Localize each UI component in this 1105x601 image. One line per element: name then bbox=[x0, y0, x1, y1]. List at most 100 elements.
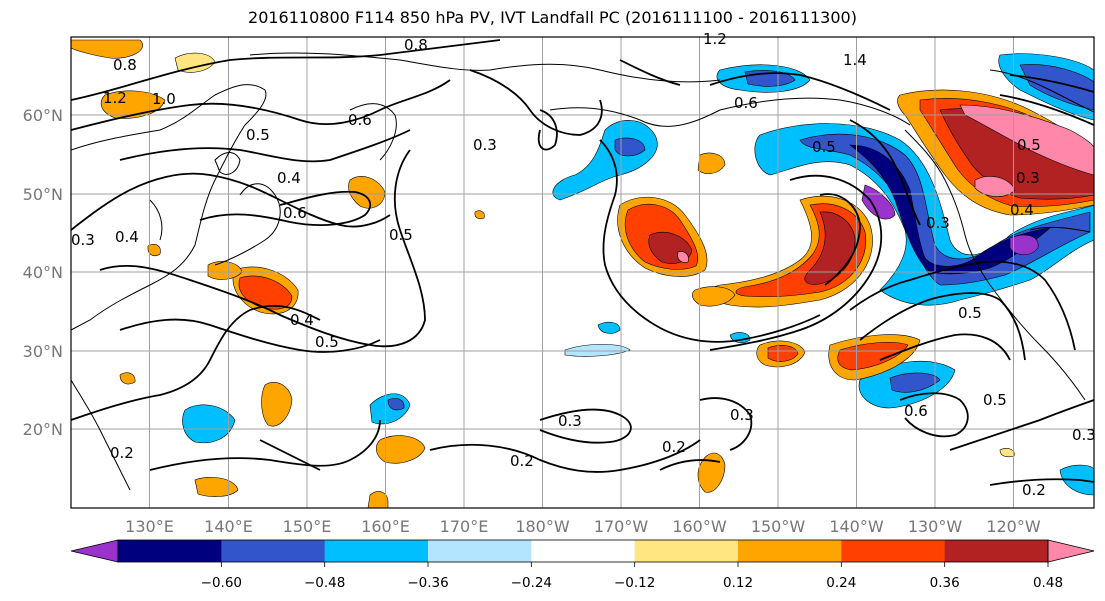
positive-anomaly-region bbox=[376, 435, 426, 464]
colorbar-segment bbox=[738, 540, 842, 562]
colorbar-segment bbox=[324, 540, 429, 562]
contour-label: 0.5 bbox=[1017, 136, 1041, 154]
contour-label: 0.5 bbox=[812, 138, 836, 156]
lat-label: 40°N bbox=[23, 263, 63, 282]
negative-anomaly-region bbox=[597, 321, 621, 334]
lon-label: 150°E bbox=[283, 517, 332, 536]
contour-label: 0.2 bbox=[110, 444, 134, 462]
positive-anomaly-peak bbox=[804, 211, 856, 285]
contour-label: 0.2 bbox=[1022, 481, 1046, 499]
colorbar-tick-label: −0.12 bbox=[614, 575, 655, 591]
contour-label: 0.5 bbox=[983, 391, 1007, 409]
colorbar-segment bbox=[841, 540, 946, 562]
contour-label: 0.5 bbox=[315, 333, 339, 351]
lon-label: 140°W bbox=[829, 517, 884, 536]
contour-label: 0.5 bbox=[246, 126, 270, 144]
map-title: 2016110800 F114 850 hPa PV, IVT Landfall… bbox=[248, 8, 857, 27]
contour-label: 0.6 bbox=[348, 111, 372, 129]
colorbar-extend-low bbox=[70, 539, 119, 563]
colorbar-outline bbox=[117, 539, 1049, 563]
contour-label: 1.0 bbox=[152, 90, 176, 108]
contour-label: 0.6 bbox=[283, 204, 307, 222]
contour-label: 0.3 bbox=[558, 412, 582, 430]
positive-anomaly-region bbox=[474, 210, 485, 220]
lon-label: 140°E bbox=[204, 517, 253, 536]
positive-anomaly-region bbox=[147, 244, 161, 257]
negative-anomaly-core bbox=[889, 372, 941, 393]
contour-label: 0.3 bbox=[1016, 169, 1040, 187]
contour-label: 0.6 bbox=[904, 402, 928, 420]
positive-anomaly-core bbox=[837, 341, 909, 371]
positive-anomaly-core bbox=[767, 345, 799, 362]
lat-labels: 60°N 50°N 40°N 30°N 20°N bbox=[23, 106, 63, 439]
contour-label: 0.3 bbox=[71, 231, 95, 249]
colorbar-tick-label: −0.24 bbox=[511, 575, 552, 591]
colorbar-segment bbox=[944, 540, 1049, 562]
map-frame bbox=[70, 36, 1095, 509]
colorbar-tick-label: 0.36 bbox=[930, 575, 960, 591]
lon-label: 150°W bbox=[751, 517, 806, 536]
colorbar-tick-label: −0.36 bbox=[407, 575, 448, 591]
negative-anomaly-core bbox=[1019, 64, 1094, 111]
contour-label: 0.4 bbox=[115, 228, 139, 246]
lat-label: 50°N bbox=[23, 185, 63, 204]
lon-label: 160°W bbox=[672, 517, 727, 536]
negative-anomaly-core bbox=[387, 398, 405, 411]
positive-anomaly-region bbox=[194, 477, 239, 497]
contour-label: 0.2 bbox=[510, 452, 534, 470]
negative-anomaly-region bbox=[564, 344, 631, 357]
colorbar-segment bbox=[634, 540, 739, 562]
coastlines bbox=[71, 52, 1094, 491]
contour-label: 0.8 bbox=[404, 36, 428, 54]
contour-labels: 0.8 1.2 1.0 1.2 1.4 0.5 0.6 0.8 0.3 0.4 … bbox=[71, 30, 1096, 499]
contour-label: 1.4 bbox=[843, 51, 867, 69]
contour-label: 0.3 bbox=[473, 136, 497, 154]
colorbar: −0.60 −0.48 −0.36 −0.24 −0.12 0.12 0.24 0.36 0.4… bbox=[70, 539, 1095, 591]
colorbar-tick-label: −0.48 bbox=[304, 575, 345, 591]
contour-label: 0.3 bbox=[926, 214, 950, 232]
positive-anomaly-region bbox=[261, 381, 293, 427]
contour-label: 1.2 bbox=[103, 89, 127, 107]
lon-label: 170°E bbox=[440, 517, 489, 536]
contour-label: 0.4 bbox=[277, 169, 301, 187]
lat-label: 60°N bbox=[23, 106, 63, 125]
lon-label: 160°E bbox=[361, 517, 410, 536]
positive-anomaly-region bbox=[119, 372, 136, 385]
positive-anomaly-core bbox=[238, 275, 293, 310]
shaded-field-layer bbox=[71, 39, 1094, 508]
lon-label: 130°W bbox=[908, 517, 963, 536]
colorbar-extend-high bbox=[1047, 539, 1095, 563]
colorbar-segment bbox=[428, 540, 532, 562]
contour-label: 0.2 bbox=[662, 438, 686, 456]
lat-label: 20°N bbox=[23, 420, 63, 439]
negative-anomaly-region bbox=[182, 404, 236, 444]
lon-label: 180°W bbox=[515, 517, 570, 536]
colorbar-tick-label: 0.12 bbox=[723, 575, 753, 591]
positive-anomaly-region bbox=[71, 39, 143, 59]
colorbar-segment bbox=[531, 540, 636, 562]
lon-labels: 130°E 140°E 150°E 160°E 170°E 180°W 170°… bbox=[125, 517, 1041, 536]
contour-label: 0.4 bbox=[290, 311, 314, 329]
contour-label: 0.8 bbox=[113, 56, 137, 74]
pv-contours bbox=[71, 39, 1094, 486]
contour-label: 0.3 bbox=[1072, 426, 1096, 444]
lon-label: 170°W bbox=[594, 517, 649, 536]
lon-label: 120°W bbox=[986, 517, 1041, 536]
negative-anomaly-core bbox=[614, 137, 646, 157]
lat-label: 30°N bbox=[23, 342, 63, 361]
contour-label: 0.6 bbox=[734, 94, 758, 112]
positive-anomaly-region bbox=[348, 176, 386, 209]
contour-label: 0.4 bbox=[1010, 201, 1034, 219]
contour-label: 0.3 bbox=[730, 406, 754, 424]
positive-anomaly-extreme bbox=[677, 251, 689, 263]
positive-anomaly-region bbox=[697, 152, 726, 174]
positive-anomaly-extreme bbox=[959, 104, 1094, 197]
colorbar-segment bbox=[118, 540, 222, 562]
colorbar-tick-label: −0.60 bbox=[201, 575, 242, 591]
colorbar-tick-label: 0.48 bbox=[1033, 575, 1063, 591]
colorbar-tick-label: 0.24 bbox=[826, 575, 856, 591]
positive-anomaly-region bbox=[697, 452, 726, 493]
lon-label: 130°E bbox=[125, 517, 174, 536]
colorbar-segment bbox=[221, 540, 326, 562]
